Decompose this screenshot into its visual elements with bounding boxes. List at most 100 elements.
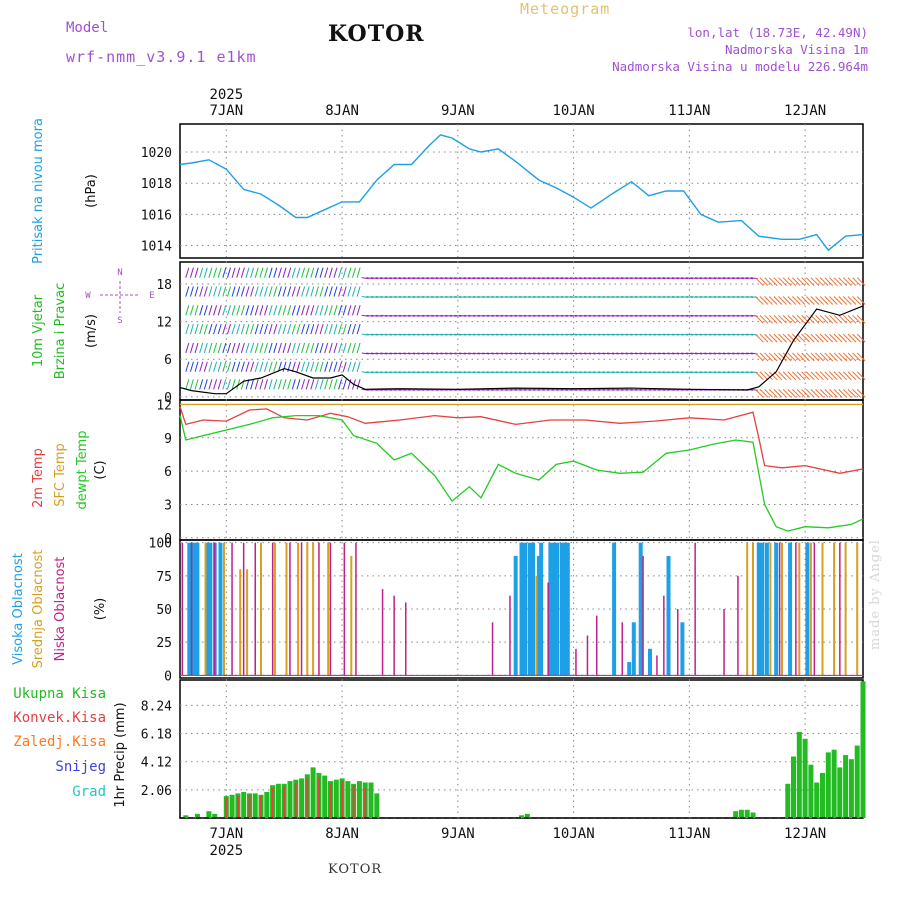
wind-barb [426,333,434,336]
cloud-high-bar [638,542,643,676]
wind-barb [653,352,661,355]
precip-total-bar [808,764,814,818]
panel-frame-0 [179,123,864,259]
cloud-mid-bar [306,542,309,676]
model-label: Model [66,20,109,36]
cloud-low-bar [596,615,598,676]
t2m-axis-label: 2m Temp [31,448,46,508]
wind-barb [417,314,425,317]
wind-barb [551,388,559,391]
wind-barb [565,333,573,336]
wind-barb [454,277,462,280]
wind-barb [523,333,531,336]
wind-barb [597,352,605,355]
wind-barb [690,333,698,336]
wind-barb [431,296,439,298]
cloud-mid-bar [204,542,207,676]
wind-barb [607,388,615,391]
wind-barb [602,388,610,391]
wind-barb [375,371,383,374]
wind-barb [445,277,453,280]
wind-barb [361,371,369,374]
wind-barb [639,277,647,280]
wind-barb [819,277,829,287]
precip-conv-bar [341,781,344,818]
wind-barb [277,323,282,335]
wind-barb [282,342,287,354]
wind-barb [342,305,347,316]
wind-barb [477,314,485,317]
wind-barb [685,333,693,336]
wind-barb [805,388,815,398]
wind-barb [634,388,642,391]
wind-barb [203,286,208,297]
wind-barb [250,323,255,335]
cloud-low-bar [190,542,193,676]
precip-total-bar [299,778,305,818]
wind-barb [287,342,292,354]
wind-barb [328,361,333,372]
wind-barb [333,305,338,316]
wind-barb [630,314,638,317]
wind-barb [421,352,429,355]
wind-barb [801,296,810,305]
wind-barb [602,296,610,298]
cloud-high-bar [536,555,541,676]
wind-barb [431,314,439,317]
wind-barb [240,286,245,297]
wind-barb [754,314,764,324]
wind-barb [741,352,749,355]
wind-barb [704,371,712,374]
wind-barb [222,323,227,335]
wind-barb [727,333,735,336]
wind-barb [685,352,693,355]
cloud-high-bar [756,542,761,676]
wind-barb [324,379,329,390]
wind-barb [412,277,420,280]
panel-frame-2 [179,399,864,541]
wind-barb [245,305,250,316]
wind-barb [468,333,476,336]
wind-barb [824,277,834,287]
wind-barb [533,388,541,391]
y-tick-label: 0 [164,669,172,684]
wind-barb [268,361,273,372]
wind-barb [342,286,347,297]
wind-barb [634,352,642,355]
wind-barb [815,296,824,305]
wind-barb [736,277,744,280]
axis-labels: 7JAN 7JAN 8JAN 8JAN 9JAN 9JAN 10JAN 10JAN 11JAN 1… [11,87,826,859]
wind-barb [296,342,301,354]
cloud-low-bar [509,595,511,676]
wind-barb [542,371,550,374]
wind-barb [264,323,268,335]
wind-barb [366,277,374,280]
wind-barb [305,286,310,297]
precip-conv-bar [283,786,286,818]
wind-barb [542,333,550,336]
wind-barb [199,342,204,354]
pressure-unit-label: (hPa) [84,174,99,208]
wind-barb [565,371,573,374]
wind-barb [671,314,680,317]
cloud-high-bar [565,542,570,676]
wind-barb [528,352,536,355]
wind-barb [565,314,573,317]
sfc-axis-label: SFC Temp [53,443,68,507]
wind-barb [574,388,582,391]
pressure-line [179,134,864,252]
wind-barb [194,267,199,278]
wind-barb [792,371,801,381]
wind-barb [736,371,744,374]
wind-barb [685,314,693,317]
wind-barb [754,371,764,381]
wind-barb [676,314,684,317]
wind-barb [537,314,545,317]
cloud-high-label: Visoka Oblacnost [11,553,26,665]
wind-barb [352,342,356,354]
wind-barb [533,277,541,280]
wind-barb [421,371,429,374]
wind-barb [296,379,301,390]
wind-barb [588,333,596,336]
wind-barb [282,323,287,335]
